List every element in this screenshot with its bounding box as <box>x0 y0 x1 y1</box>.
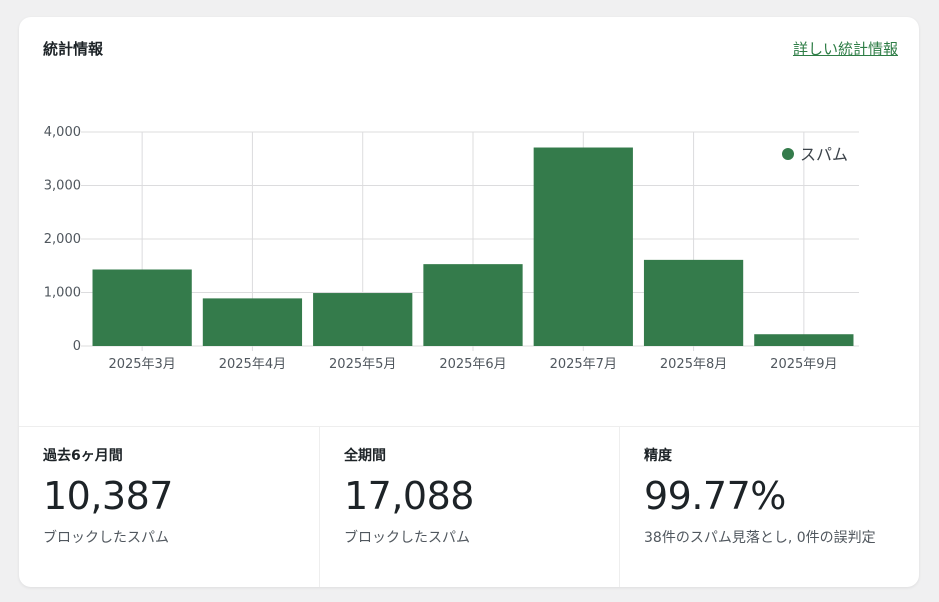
stat-label: 精度 <box>644 448 672 464</box>
stat-label: 全期間 <box>344 448 386 464</box>
stat-last-6-months: 過去6ヶ月間 10,387 ブロックしたスパム <box>19 427 319 587</box>
stat-description: ブロックしたスパム <box>344 530 470 546</box>
stat-separator <box>319 427 320 587</box>
stat-label: 過去6ヶ月間 <box>43 448 123 464</box>
bar-2025年4月 <box>202 298 303 346</box>
x-tick-label: 2025年6月 <box>439 357 506 372</box>
detailed-stats-link[interactable]: 詳しい統計情報 <box>792 40 898 58</box>
bar-2025年7月 <box>533 147 633 346</box>
stat-accuracy: 精度 99.77% 38件のスパム見落とし, 0件の誤判定 <box>620 427 919 587</box>
stat-all-time: 全期間 17,088 ブロックしたスパム <box>320 427 620 587</box>
x-tick-label: 2025年4月 <box>219 357 286 372</box>
x-tick-label: 2025年5月 <box>329 357 396 372</box>
stat-value: 10,387 <box>43 474 173 518</box>
x-tick-label: 2025年9月 <box>770 357 837 372</box>
y-tick-label: 4,000 <box>44 125 81 140</box>
bar-2025年6月 <box>423 264 523 346</box>
legend-label: スパム <box>800 145 848 164</box>
bar-2025年9月 <box>754 334 854 346</box>
y-tick-label: 1,000 <box>44 286 81 301</box>
y-tick-label: 0 <box>73 339 81 354</box>
x-tick-label: 2025年7月 <box>550 357 617 372</box>
stat-separator <box>619 427 620 587</box>
legend-marker <box>782 148 794 160</box>
stat-value: 17,088 <box>344 474 474 518</box>
card-title: 統計情報 <box>43 40 104 58</box>
y-tick-label: 3,000 <box>44 179 81 194</box>
stat-value: 99.77% <box>644 474 786 518</box>
bar-2025年3月 <box>92 269 192 346</box>
bar-2025年5月 <box>313 293 413 346</box>
y-tick-label: 2,000 <box>44 232 81 247</box>
section-divider <box>19 426 919 427</box>
statistics-card: 統計情報 詳しい統計情報 0 1,000 2,000 3,000 4,000 2025年3… <box>19 17 919 587</box>
x-tick-label: 2025年3月 <box>108 357 175 372</box>
spam-bar-chart: 0 1,000 2,000 3,000 4,000 2025年3月 2025年4月 2025年… <box>44 125 859 372</box>
stat-description: 38件のスパム見落とし, 0件の誤判定 <box>644 530 876 546</box>
x-tick-label: 2025年8月 <box>660 357 727 372</box>
bar-2025年8月 <box>643 259 744 346</box>
stat-description: ブロックしたスパム <box>43 530 169 546</box>
